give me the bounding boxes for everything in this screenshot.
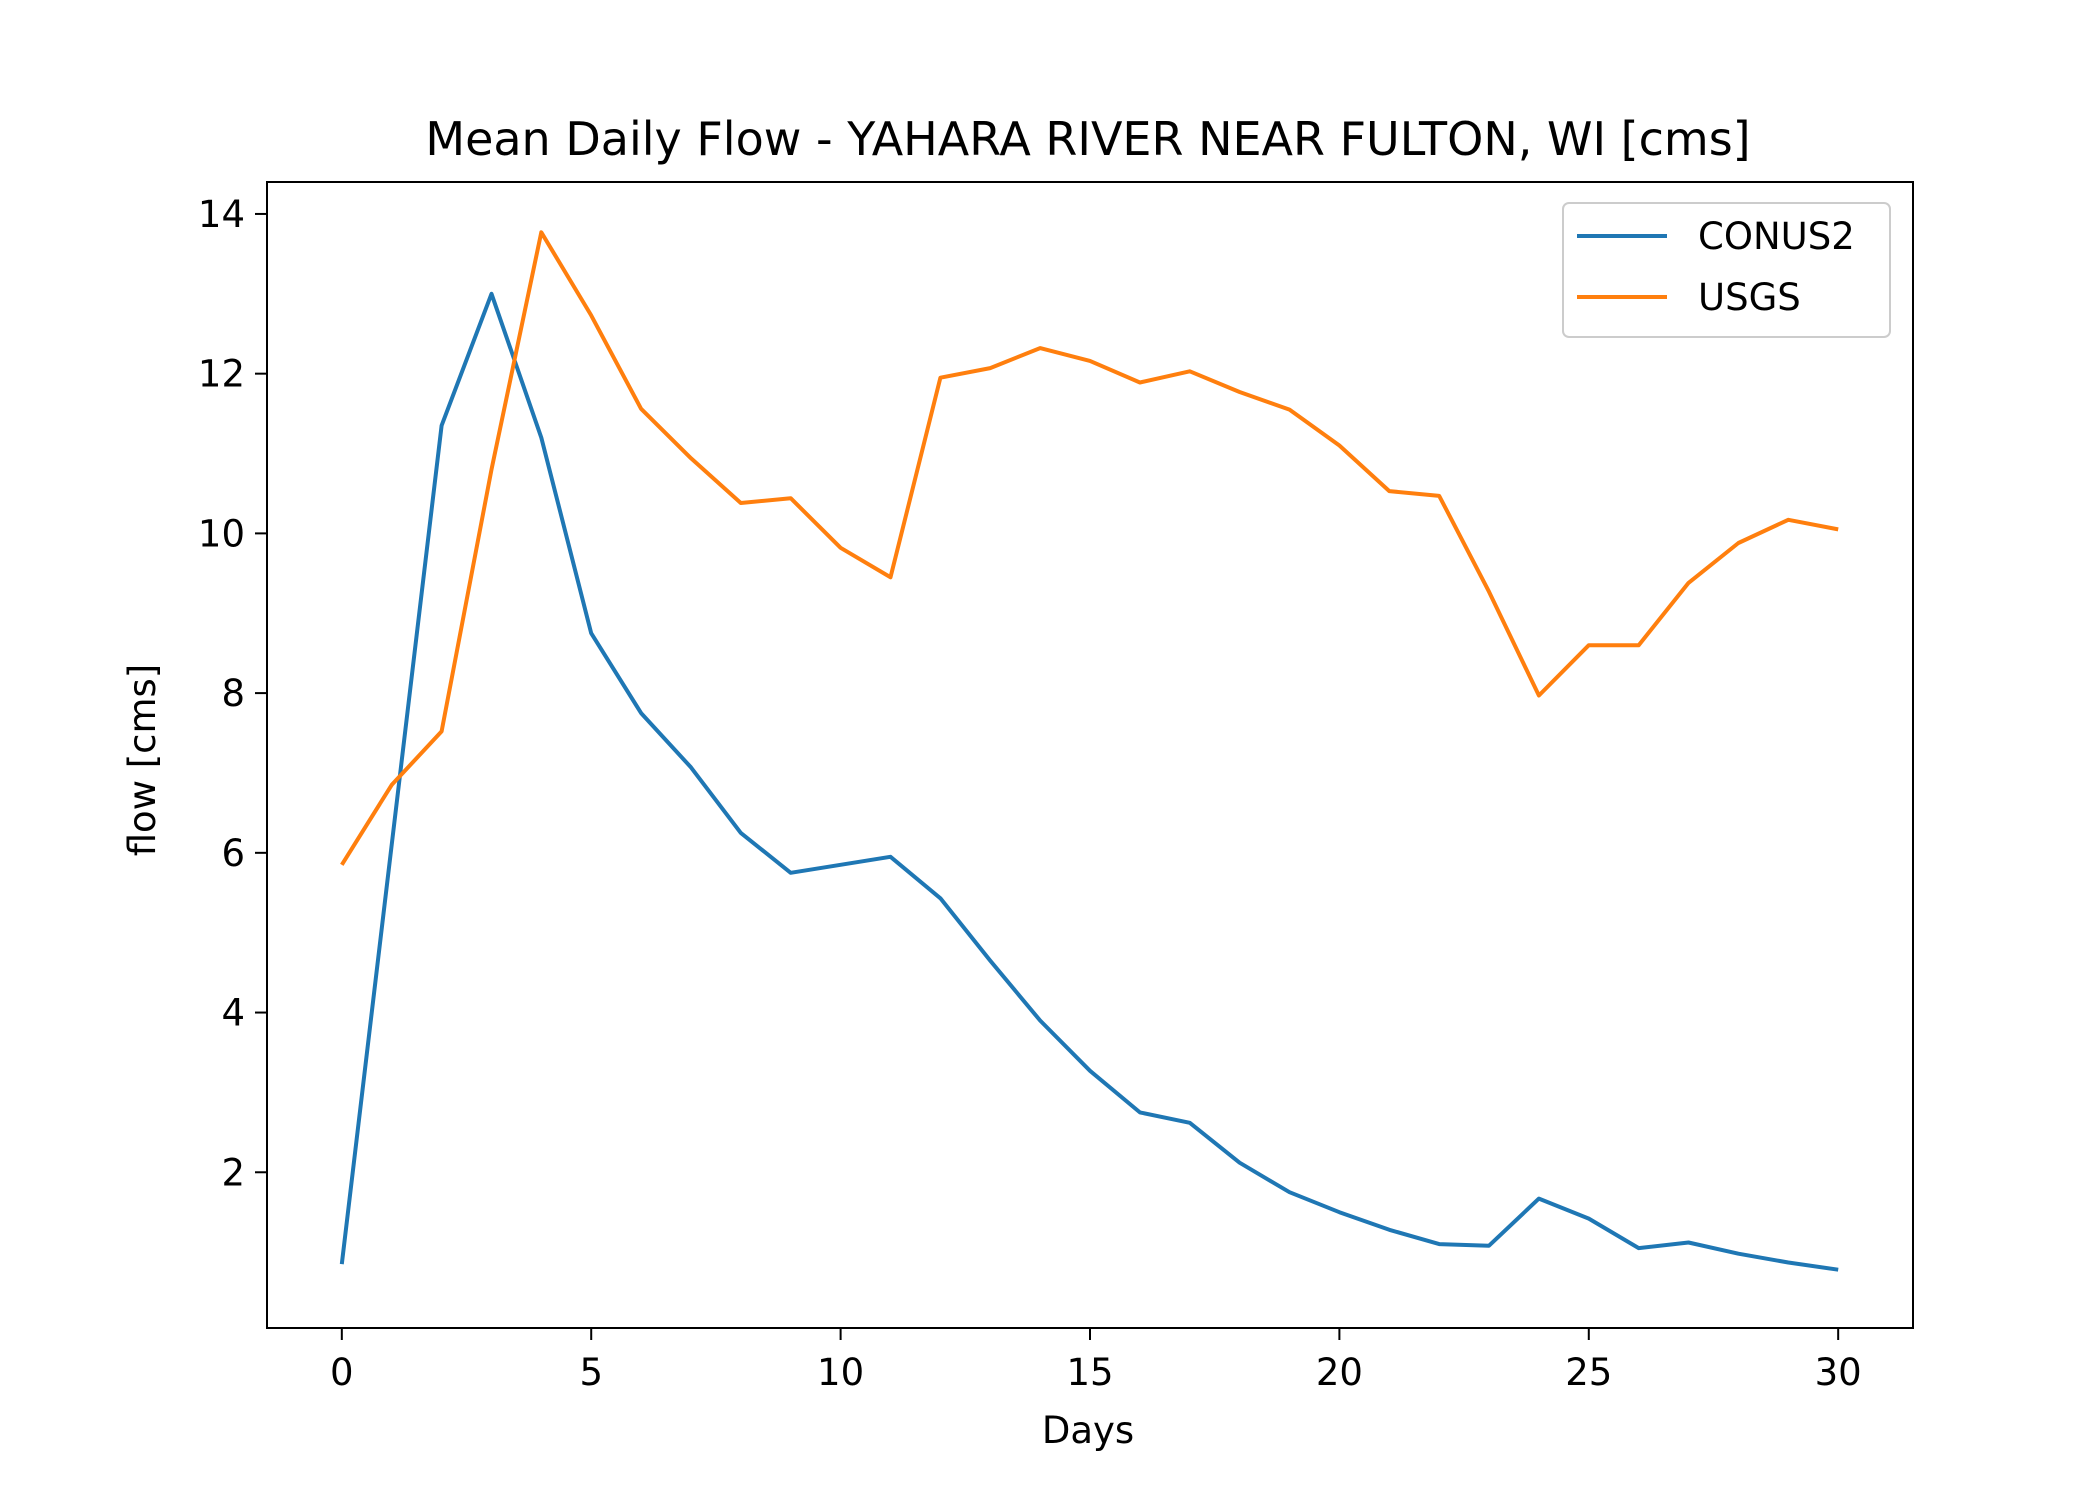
y-tick-label: 4 xyxy=(221,992,245,1035)
x-tick-label: 0 xyxy=(330,1351,354,1394)
x-axis-label: Days xyxy=(1042,1409,1134,1452)
y-axis: 2 4 6 8 10 12 14 xyxy=(198,193,267,1194)
x-axis: 0 5 10 15 20 25 30 xyxy=(330,1328,1862,1394)
x-tick-label: 20 xyxy=(1316,1351,1363,1394)
y-tick-label: 2 xyxy=(221,1151,245,1194)
y-tick-label: 12 xyxy=(198,353,245,396)
y-tick-label: 6 xyxy=(221,832,245,875)
x-tick-label: 15 xyxy=(1066,1351,1113,1394)
x-tick-label: 25 xyxy=(1565,1351,1612,1394)
series-line-conus2 xyxy=(339,291,1839,1272)
series-line-usgs xyxy=(340,230,1839,866)
plot-area xyxy=(266,181,1914,1329)
y-tick-label: 8 xyxy=(221,672,245,715)
chart-title: Mean Daily Flow - YAHARA RIVER NEAR FULT… xyxy=(425,112,1750,166)
x-tick-label: 30 xyxy=(1815,1351,1862,1394)
legend-label-usgs: USGS xyxy=(1698,276,1801,319)
legend-label-conus2: CONUS2 xyxy=(1698,215,1855,258)
y-tick-label: 10 xyxy=(198,512,245,555)
legend: CONUS2 USGS xyxy=(1562,202,1891,338)
x-tick-label: 5 xyxy=(579,1351,603,1394)
y-tick-label: 14 xyxy=(198,193,245,236)
x-tick-label: 10 xyxy=(817,1351,864,1394)
y-axis-label: flow [cms] xyxy=(121,664,164,857)
